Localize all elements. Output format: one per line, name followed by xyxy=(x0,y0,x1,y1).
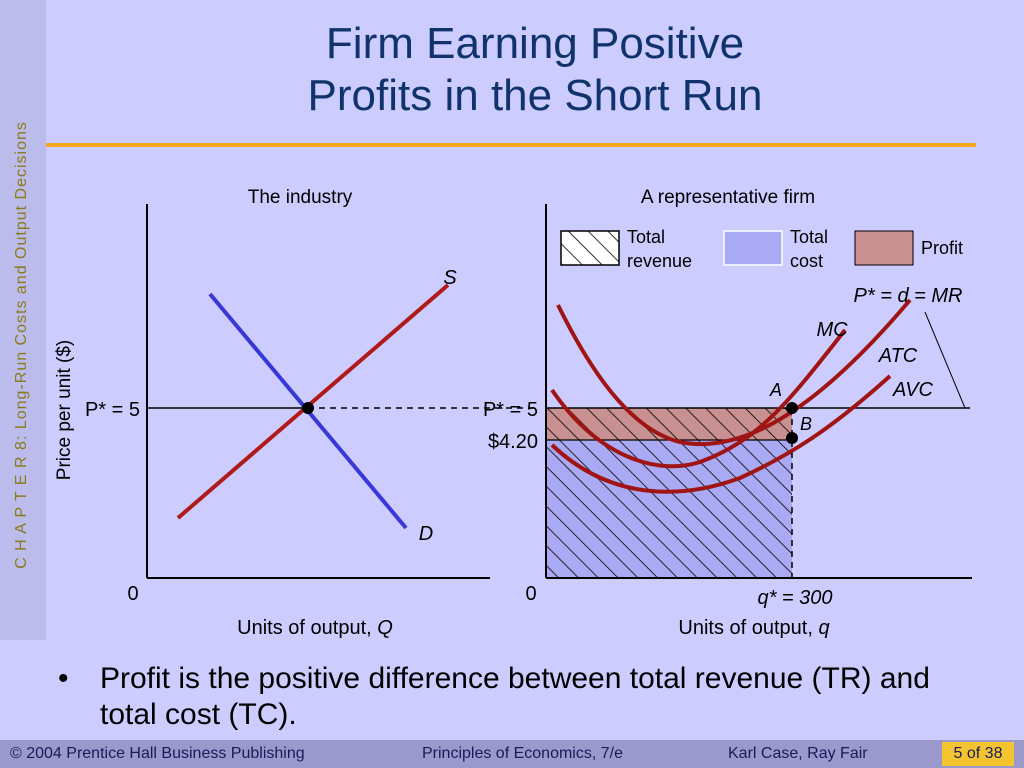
legend-total-revenue-line1: Total xyxy=(627,227,665,247)
firm-demand-label: P* = d = MR xyxy=(854,285,963,307)
legend-total-revenue-line2: revenue xyxy=(627,251,692,271)
firm-quantity-label: q* = 300 xyxy=(757,587,832,609)
firm-x-axis-label: Units of output, q xyxy=(678,617,829,639)
firm-heading: A representative firm xyxy=(641,187,815,208)
industry-price-label: P* = 5 xyxy=(85,399,140,421)
supply-curve xyxy=(176,283,450,520)
firm-origin: 0 xyxy=(525,583,536,605)
supply-label: S xyxy=(443,267,457,289)
industry-equilibrium-point xyxy=(302,402,314,414)
firm-price-label: P* = 5 xyxy=(483,399,538,421)
bullet-marker: • xyxy=(58,662,69,695)
point-a-label: A xyxy=(769,380,782,400)
page-number: 5 of 38 xyxy=(942,742,1014,766)
title-line-2: Profits in the Short Run xyxy=(307,71,763,120)
footer-authors: Karl Case, Ray Fair xyxy=(728,745,868,762)
mc-curve xyxy=(550,328,847,469)
atc-label: ATC xyxy=(878,345,918,367)
legend-profit: Profit xyxy=(921,238,963,258)
demand-label: D xyxy=(419,523,433,545)
legend-swatch-total-cost xyxy=(723,230,783,266)
industry-x-axis-label: Units of output, Q xyxy=(237,617,393,639)
mc-label: MC xyxy=(816,319,848,341)
point-a-marker xyxy=(786,402,798,414)
footer-copyright: © 2004 Prentice Hall Business Publishing xyxy=(10,745,305,762)
point-b-marker xyxy=(786,432,798,444)
avc-curve xyxy=(550,374,892,494)
avc-label: AVC xyxy=(892,379,934,401)
legend-hatch-total-revenue xyxy=(561,231,619,265)
firm-atc-value-label: $4.20 xyxy=(488,431,538,453)
industry-heading: The industry xyxy=(248,187,353,208)
point-b-label: B xyxy=(800,414,812,434)
title-line-1: Firm Earning Positive xyxy=(325,19,745,68)
legend-total-cost-line2: cost xyxy=(790,251,823,271)
legend-total-cost-line1: Total xyxy=(790,227,828,247)
industry-y-axis-label: Price per unit ($) xyxy=(54,340,75,480)
legend-swatch-profit xyxy=(854,230,914,266)
industry-origin: 0 xyxy=(127,583,138,605)
footer-bar: © 2004 Prentice Hall Business Publishing… xyxy=(0,740,1024,768)
title-underline xyxy=(46,143,976,147)
sidebar-band: C H A P T E R 8: Long-Run Costs and Outp… xyxy=(0,0,46,640)
bullet-text: Profit is the positive difference betwee… xyxy=(100,662,930,731)
slide-title: Firm Earning Positive Profits in the Sho… xyxy=(46,18,1024,122)
atc-curve xyxy=(556,298,912,447)
demand-label-pointer xyxy=(924,311,966,409)
footer-book-title: Principles of Economics, 7/e xyxy=(422,745,623,762)
economics-diagram: The industry Price per unit ($) S D P* =… xyxy=(54,187,972,639)
